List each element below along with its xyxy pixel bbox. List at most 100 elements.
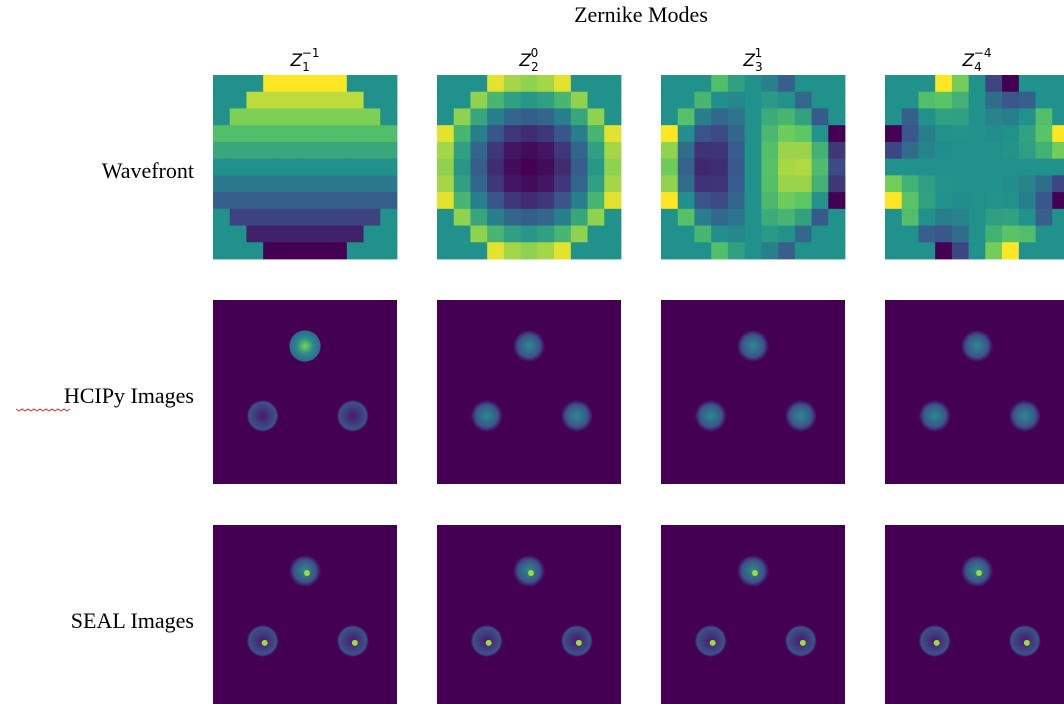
wavefront-pixel [588,159,605,176]
psf-image [661,525,845,704]
wavefront-pixel [230,108,247,125]
pupil-spot [737,330,769,362]
wavefront-pixel [380,242,397,259]
wavefront-pixel [380,125,397,142]
wavefront-pixel [885,142,902,159]
wavefront-pixel [487,108,504,125]
wavefront-pixel [571,242,588,259]
wavefront-pixel [812,108,829,125]
wavefront-pixel [297,75,314,92]
wavefront-pixel [728,75,745,92]
wavefront-pixel [313,209,330,226]
wavefront-pixel [761,242,778,259]
wavefront-pixel [828,108,845,125]
page: Zernike Modes WavefrontHCIPy ImagesSEAL … [0,0,1064,704]
wavefront-pixel [521,192,538,209]
wavefront-pixel [761,226,778,243]
psf-image [213,525,397,704]
wavefront-pixel [969,242,986,259]
wavefront-pixel [588,142,605,159]
wavefront-pixel [588,92,605,109]
psf-image [437,525,621,704]
wavefront-pixel [1052,92,1064,109]
wavefront-pixel [504,108,521,125]
wavefront-pixel [985,242,1002,259]
wavefront-pixel [728,226,745,243]
wavefront-pixel [297,242,314,259]
wavefront-pixel [604,108,621,125]
wavefront-pixel [902,92,919,109]
wavefront-pixel [246,159,263,176]
mode-frequency: −4 [974,46,992,60]
wavefront-pixel [330,242,347,259]
wavefront-pixel [537,92,554,109]
wavefront-pixel [504,192,521,209]
wavefront-pixel [588,192,605,209]
speckle [576,640,582,646]
wavefront-pixel [230,209,247,226]
wavefront-pixel [778,242,795,259]
mode-order: 3 [755,60,763,74]
wavefront-pixel [711,75,728,92]
wavefront-pixel [778,92,795,109]
wavefront-pixel [661,226,678,243]
wavefront-pixel [571,226,588,243]
wavefront-pixel [380,159,397,176]
wavefront-pixel [230,142,247,159]
wavefront-pixel [694,175,711,192]
wavefront-pixel [745,125,762,142]
wavefront-pixel [1036,226,1053,243]
wavefront-pixel [918,125,935,142]
wavefront-pixel [330,226,347,243]
wavefront-pixel [778,175,795,192]
wavefront-pixel [504,209,521,226]
wavefront-pixel [694,75,711,92]
wavefront-pixel [1002,75,1019,92]
wavefront-pixel [1052,175,1064,192]
column-label: Z4−4 [962,46,992,74]
wavefront-pixel [504,242,521,259]
wavefront-pixel [812,242,829,259]
wavefront-pixel [246,192,263,209]
wavefront-pixel [347,75,364,92]
wavefront-pixel [437,108,454,125]
wavefront-pixel [985,92,1002,109]
wavefront-pixel [828,209,845,226]
wavefront-pixel [554,175,571,192]
speckle [752,570,758,576]
wavefront-pixel [364,108,381,125]
wavefront-pixel [230,242,247,259]
wavefront-pixel [437,75,454,92]
wavefront-pixel [437,209,454,226]
wavefront-pixel [487,92,504,109]
wavefront-pixel [1019,108,1036,125]
wavefront-pixel [885,226,902,243]
wavefront-pixel [1002,175,1019,192]
wavefront-pixel [1052,159,1064,176]
wavefront-pixel [694,142,711,159]
wavefront-pixel [470,92,487,109]
speckle [262,640,268,646]
wavefront-pixel [213,92,230,109]
wavefront-pixel [604,192,621,209]
wavefront-pixel [761,125,778,142]
wavefront-pixel [280,159,297,176]
wavefront-pixel [537,125,554,142]
wavefront-pixel [1052,125,1064,142]
wavefront-pixel [347,192,364,209]
wavefront-pixel [297,142,314,159]
wavefront-pixel [1002,125,1019,142]
spellcheck-underline [16,409,70,411]
wavefront-pixel [745,209,762,226]
wavefront-pixel [795,108,812,125]
wavefront-pixel [1036,75,1053,92]
wavefront-pixel [985,175,1002,192]
wavefront-pixel [728,159,745,176]
wavefront-pixel [604,209,621,226]
wavefront-pixel [918,242,935,259]
wavefront-pixel [694,192,711,209]
wavefront-pixel [364,209,381,226]
wavefront-pixel [504,125,521,142]
wavefront-pixel [812,75,829,92]
wavefront-pixel [246,242,263,259]
